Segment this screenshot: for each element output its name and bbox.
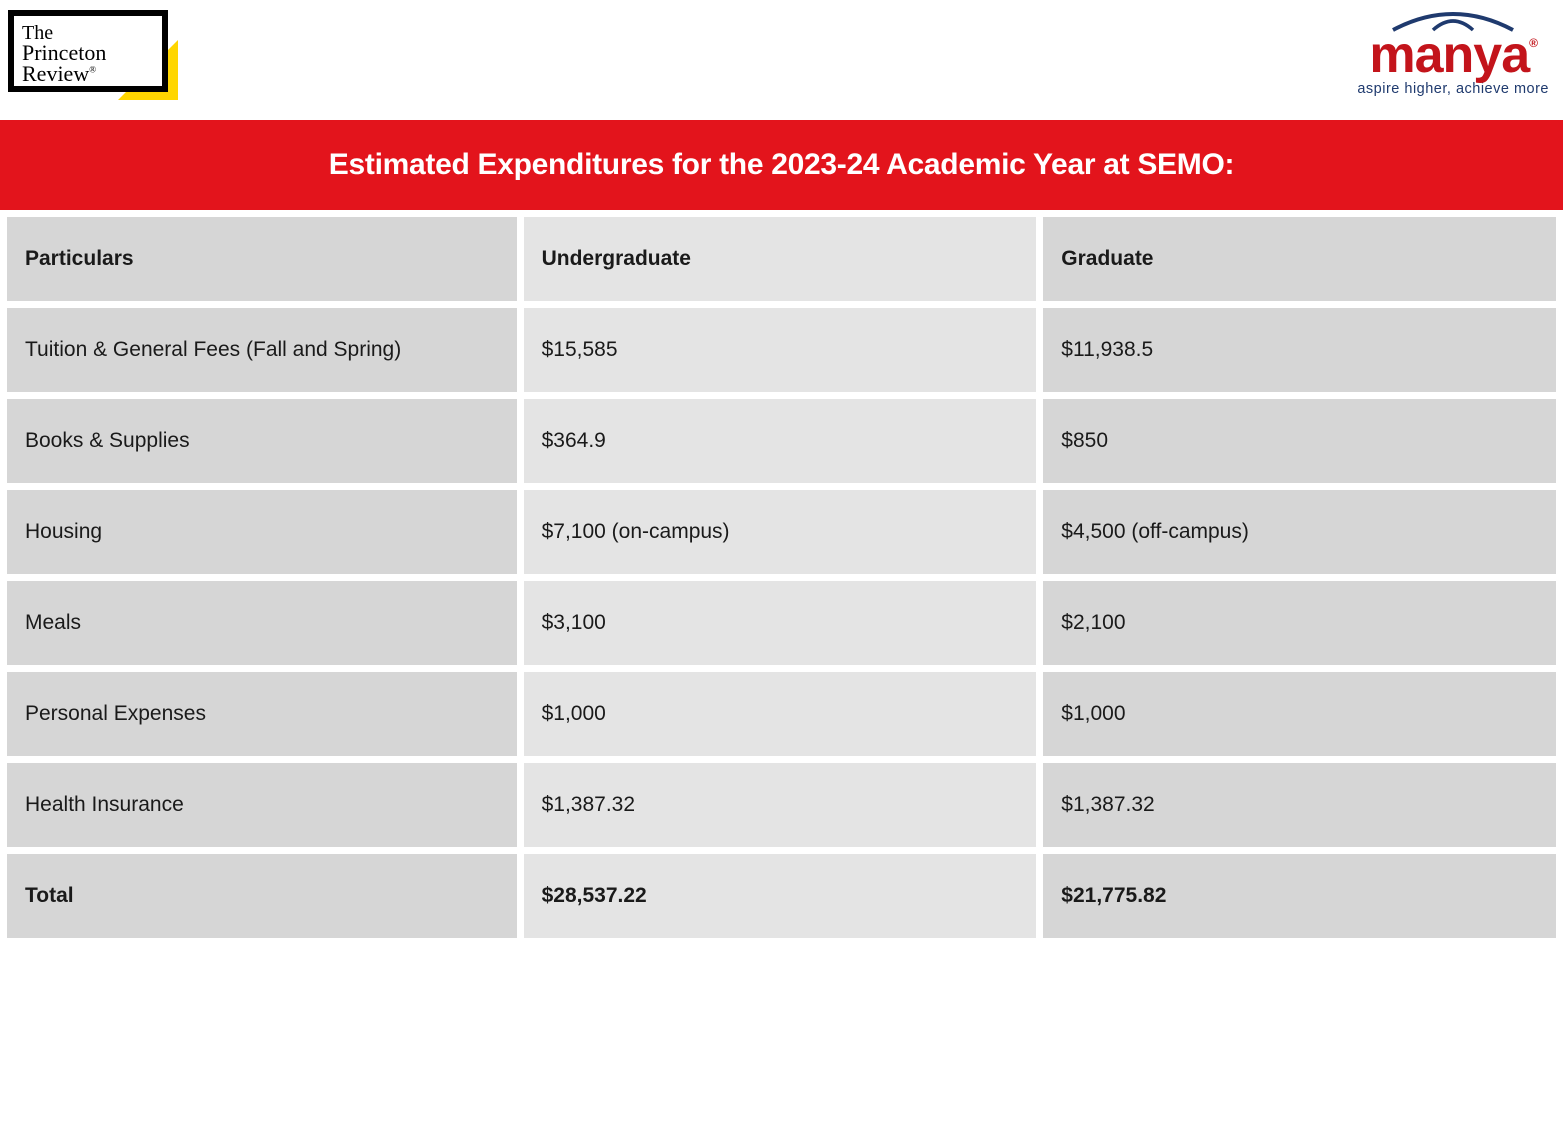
table-row: Health Insurance$1,387.32$1,387.32 xyxy=(7,763,1556,847)
table-total-row: Total$28,537.22$21,775.82 xyxy=(7,854,1556,938)
table-cell: $4,500 (off-campus) xyxy=(1043,490,1556,574)
table-cell: $3,100 xyxy=(524,581,1037,665)
page-root: The Princeton Review® manya® aspire high… xyxy=(0,0,1563,945)
table-cell: Tuition & General Fees (Fall and Spring) xyxy=(7,308,517,392)
table-cell: $15,585 xyxy=(524,308,1037,392)
table-cell: Health Insurance xyxy=(7,763,517,847)
table-cell: Housing xyxy=(7,490,517,574)
table-title: Estimated Expenditures for the 2023-24 A… xyxy=(0,120,1563,210)
table-header-row: Particulars Undergraduate Graduate xyxy=(7,217,1556,301)
table-cell: Books & Supplies xyxy=(7,399,517,483)
col-header-particulars: Particulars xyxy=(7,217,517,301)
manya-logo: manya® aspire higher, achieve more xyxy=(1357,10,1549,97)
table-cell: $11,938.5 xyxy=(1043,308,1556,392)
col-header-graduate: Graduate xyxy=(1043,217,1556,301)
table-total-cell: $21,775.82 xyxy=(1043,854,1556,938)
tpr-box: The Princeton Review® xyxy=(8,10,168,92)
table-row: Meals$3,100$2,100 xyxy=(7,581,1556,665)
table-row: Books & Supplies$364.9$850 xyxy=(7,399,1556,483)
header: The Princeton Review® manya® aspire high… xyxy=(0,0,1563,120)
table-row: Personal Expenses$1,000$1,000 xyxy=(7,672,1556,756)
table-body: Tuition & General Fees (Fall and Spring)… xyxy=(7,308,1556,938)
table-cell: $7,100 (on-campus) xyxy=(524,490,1037,574)
table-cell: $1,000 xyxy=(524,672,1037,756)
col-header-undergraduate: Undergraduate xyxy=(524,217,1037,301)
table-cell: $364.9 xyxy=(524,399,1037,483)
tpr-line3: Review xyxy=(22,61,89,86)
table-cell: $1,000 xyxy=(1043,672,1556,756)
table-cell: Meals xyxy=(7,581,517,665)
table-row: Tuition & General Fees (Fall and Spring)… xyxy=(7,308,1556,392)
table-total-cell: Total xyxy=(7,854,517,938)
manya-wordmark: manya® xyxy=(1357,32,1549,79)
table-cell: $850 xyxy=(1043,399,1556,483)
table-cell: $2,100 xyxy=(1043,581,1556,665)
princeton-review-logo: The Princeton Review® xyxy=(8,10,178,100)
expenditures-table: Particulars Undergraduate Graduate Tuiti… xyxy=(0,210,1563,945)
table-cell: $1,387.32 xyxy=(524,763,1037,847)
table-cell: $1,387.32 xyxy=(1043,763,1556,847)
table-row: Housing$7,100 (on-campus)$4,500 (off-cam… xyxy=(7,490,1556,574)
table-cell: Personal Expenses xyxy=(7,672,517,756)
table-total-cell: $28,537.22 xyxy=(524,854,1037,938)
